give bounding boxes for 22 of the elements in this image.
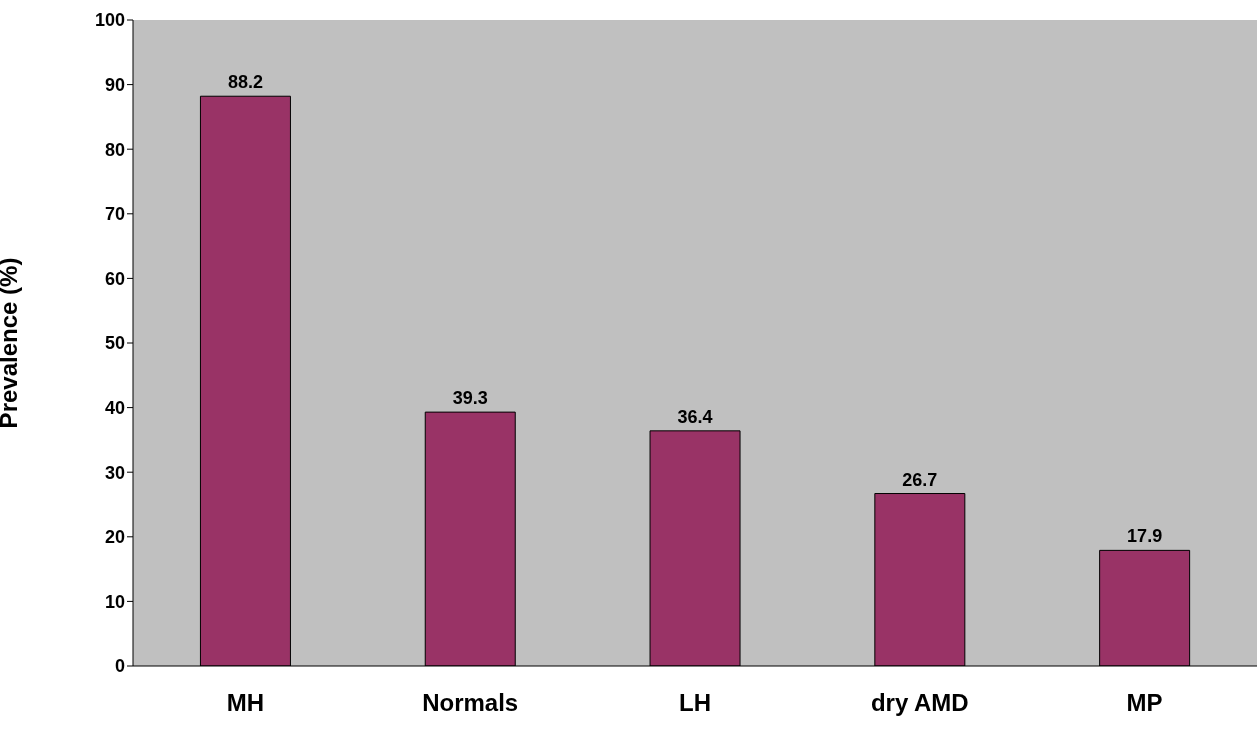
- x-tick-label: MH: [226, 689, 265, 717]
- data-label: 36.4: [677, 406, 713, 427]
- y-tick-label: 90: [104, 74, 125, 95]
- data-label: 39.3: [452, 388, 488, 409]
- y-tick-label: 0: [114, 656, 125, 677]
- y-tick-label: 10: [104, 591, 125, 612]
- y-tick-label: 20: [104, 527, 125, 548]
- y-tick-label: 50: [104, 333, 125, 354]
- data-label: 88.2: [227, 72, 263, 93]
- y-tick-label: 60: [104, 268, 125, 289]
- x-tick-label: MP: [1126, 689, 1163, 717]
- x-tick-label: dry AMD: [870, 689, 969, 717]
- data-label: 17.9: [1127, 526, 1163, 547]
- y-tick-label: 70: [104, 204, 125, 225]
- data-label: 26.7: [902, 469, 938, 490]
- y-tick-label: 30: [104, 462, 125, 483]
- x-tick-label: Normals: [422, 689, 519, 717]
- y-tick-label: 100: [94, 10, 125, 31]
- y-tick-label: 40: [104, 397, 125, 418]
- y-axis-title: Prevalence (%): [0, 257, 22, 429]
- x-tick-label: LH: [679, 689, 711, 717]
- y-tick-label: 80: [104, 139, 125, 160]
